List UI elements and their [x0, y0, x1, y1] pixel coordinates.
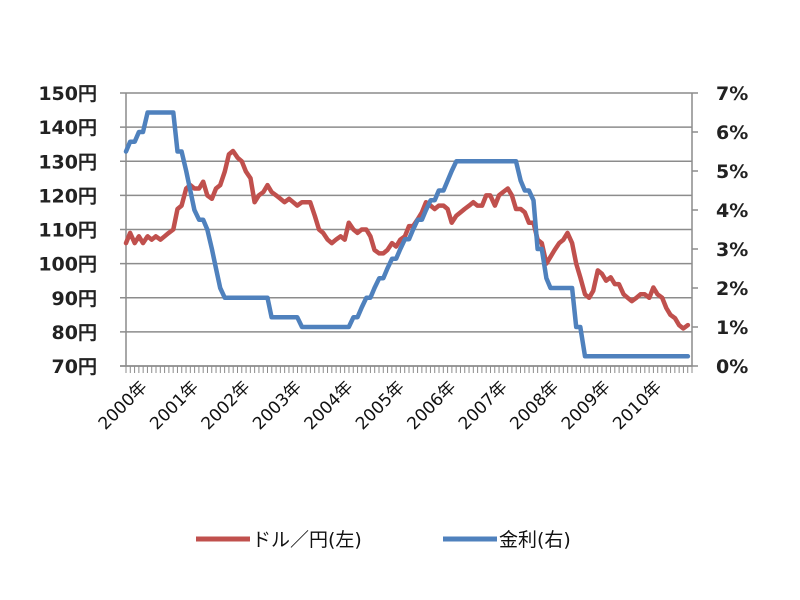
- left-tick-label: 100円: [38, 254, 97, 276]
- x-tick-label: 2004年: [301, 377, 358, 434]
- legend-label: ドル／円(左): [252, 529, 362, 551]
- left-tick-label: 70円: [52, 356, 97, 378]
- left-tick-label: 150円: [38, 83, 97, 105]
- right-tick-label: 1%: [716, 317, 748, 339]
- x-tick-label: 2001年: [146, 377, 203, 434]
- x-tick-label: 2009年: [558, 377, 615, 434]
- left-tick-label: 110円: [38, 220, 97, 242]
- right-tick-label: 7%: [716, 83, 748, 105]
- right-tick-label: 5%: [716, 161, 748, 183]
- right-tick-label: 0%: [716, 356, 748, 378]
- series-lines: [123, 110, 691, 359]
- x-tick-label: 2003年: [249, 377, 306, 434]
- right-tick-label: 4%: [716, 200, 748, 222]
- x-tick-label: 2000年: [95, 377, 152, 434]
- x-tick-label: 2007年: [455, 377, 512, 434]
- x-tick-label: 2008年: [506, 377, 563, 434]
- right-tick-label: 3%: [716, 239, 748, 261]
- x-tick-label: 2005年: [352, 377, 409, 434]
- series-line: [123, 110, 691, 359]
- left-tick-label: 120円: [38, 185, 97, 207]
- right-axis-tick-labels: 0% 1% 2% 3% 4% 5% 6% 7%: [716, 83, 748, 378]
- left-tick-label: 90円: [52, 288, 97, 310]
- right-tick-label: 2%: [716, 278, 748, 300]
- left-axis-tick-labels: 70円 80円 90円 100円 110円 120円 130円 140円 150円: [38, 83, 97, 378]
- legend-label: 金利(右): [499, 529, 571, 551]
- left-tick-label: 80円: [52, 322, 97, 344]
- x-tick-label: 2006年: [404, 377, 461, 434]
- right-tick-label: 6%: [716, 122, 748, 144]
- left-tick-label: 140円: [38, 117, 97, 139]
- x-tick-label: 2010年: [609, 377, 666, 434]
- left-tick-label: 130円: [38, 151, 97, 173]
- x-axis-tick-labels: 2000年2001年2002年2003年2004年2005年2006年2007年…: [95, 377, 666, 434]
- legend: ドル／円(左) 金利(右): [196, 529, 571, 551]
- series-line: [123, 148, 691, 331]
- axes: [120, 92, 698, 373]
- x-tick-label: 2002年: [198, 377, 255, 434]
